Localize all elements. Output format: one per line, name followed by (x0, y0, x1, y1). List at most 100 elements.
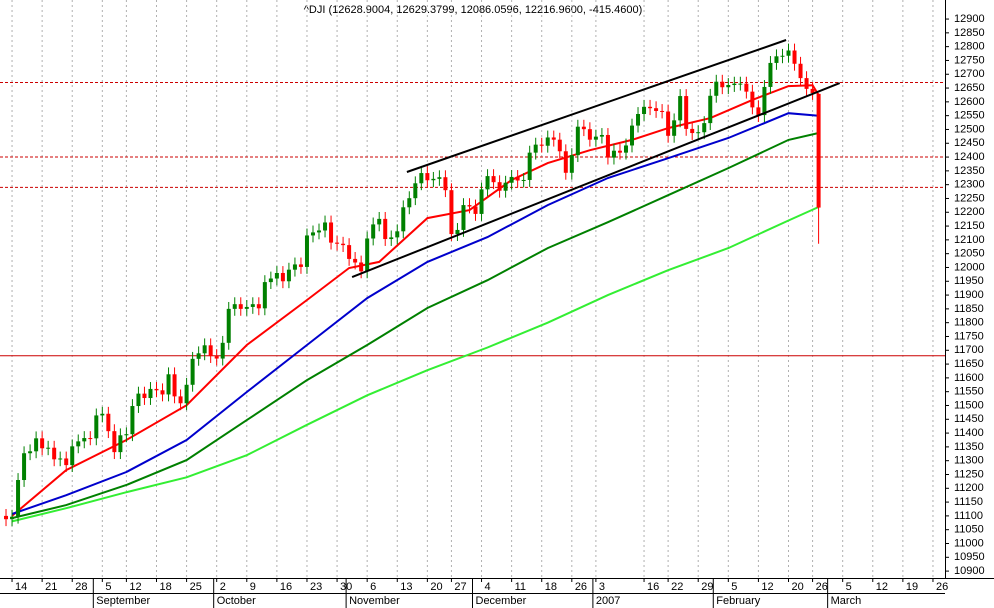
candle-body (599, 134, 604, 137)
candle-body (190, 358, 195, 385)
candle-body (611, 150, 616, 158)
x-tick-label: 16 (280, 581, 292, 593)
candle-body (660, 110, 665, 112)
candle-body (533, 144, 538, 153)
candle-body (112, 431, 117, 453)
y-tick-label: 11750 (954, 330, 984, 342)
x-tick-label: 29 (701, 581, 713, 593)
candle-body (419, 173, 424, 184)
y-tick-label: 12650 (954, 82, 985, 94)
candle-body (780, 55, 785, 57)
y-tick-label: 11950 (954, 275, 984, 287)
candle-body (485, 176, 490, 190)
candle-body (617, 150, 622, 153)
candle-body (503, 182, 508, 191)
candle-body (581, 126, 586, 130)
candle-body (563, 151, 568, 173)
y-tick-label: 11900 (954, 289, 984, 301)
candle-body (232, 304, 237, 309)
y-tick-label: 12300 (954, 179, 985, 191)
candle-body (317, 230, 322, 233)
candle-body (353, 258, 358, 263)
y-tick-label: 12000 (954, 261, 985, 273)
candle-body (341, 243, 346, 246)
y-tick-label: 12550 (954, 110, 985, 122)
candle-body (593, 136, 598, 140)
candle-body (515, 176, 520, 181)
candle-body (696, 132, 701, 134)
x-tick-label: 16 (647, 581, 659, 593)
x-tick-label: 14 (15, 581, 27, 593)
y-tick-label: 12250 (954, 192, 985, 204)
candle-body (142, 393, 147, 399)
y-tick-label: 11850 (954, 303, 984, 315)
candle-body (557, 139, 562, 152)
y-tick-label: 12400 (954, 151, 985, 163)
candle-body (623, 145, 628, 153)
y-tick-label: 12900 (954, 13, 985, 25)
candle-body (431, 178, 436, 181)
candle-body (467, 205, 472, 207)
y-tick-label: 11800 (954, 317, 984, 329)
candle-body (256, 304, 261, 309)
candle-body (636, 113, 641, 126)
y-tick-label: 12350 (954, 165, 985, 177)
candle-body (292, 264, 297, 270)
y-tick-label: 10900 (954, 565, 985, 577)
y-tick-label: 10950 (954, 551, 985, 563)
candle-body (323, 222, 328, 231)
candle-body (443, 177, 448, 191)
candle-body (226, 308, 231, 343)
y-tick-label: 11150 (954, 496, 983, 508)
candle-body (569, 155, 574, 173)
candle-body (738, 83, 743, 85)
candle-body (196, 353, 201, 359)
candle-body (702, 123, 707, 133)
candle-body (286, 269, 291, 282)
candle-body (720, 81, 725, 88)
candle-body (551, 137, 556, 140)
candle-body (762, 86, 767, 116)
y-tick-label: 12700 (954, 68, 985, 80)
candle-body (100, 413, 105, 416)
y-tick-label: 12850 (954, 27, 985, 39)
candle-body (666, 111, 671, 136)
candle-body (64, 458, 69, 466)
candle-body (497, 182, 502, 191)
x-tick-label: 18 (159, 581, 171, 593)
candle-body (28, 451, 33, 454)
month-label: October (217, 595, 256, 607)
candle-body (124, 434, 129, 436)
candle-body (22, 453, 27, 481)
x-tick-label: 4 (485, 581, 491, 593)
x-tick-label: 12 (876, 581, 888, 593)
candle-body (545, 137, 550, 146)
candle-body (491, 176, 496, 183)
candle-body (630, 125, 635, 146)
month-label: March (831, 595, 862, 607)
x-tick-label: 25 (190, 581, 202, 593)
candle-body (46, 447, 51, 449)
month-label: December (476, 595, 527, 607)
y-tick-label: 11450 (954, 413, 984, 425)
candle-body (208, 345, 213, 357)
y-tick-label: 11250 (954, 468, 984, 480)
y-tick-label: 12600 (954, 96, 985, 108)
y-tick-label: 11500 (954, 399, 984, 411)
x-tick-label: 20 (430, 581, 442, 593)
y-tick-label: 11550 (954, 386, 984, 398)
y-tick-label: 12100 (954, 234, 985, 246)
x-tick-label: 26 (575, 581, 587, 593)
moving-average-line (11, 206, 820, 523)
candle-body (798, 63, 803, 79)
candle-body (690, 128, 695, 134)
candle-body (455, 229, 460, 235)
candle-body (461, 205, 466, 230)
moving-average-line (11, 84, 820, 517)
candle-body (52, 447, 57, 460)
candle-body (335, 242, 340, 244)
y-tick-label: 11100 (954, 510, 983, 522)
candle-body (684, 96, 689, 129)
candle-body (136, 393, 141, 407)
